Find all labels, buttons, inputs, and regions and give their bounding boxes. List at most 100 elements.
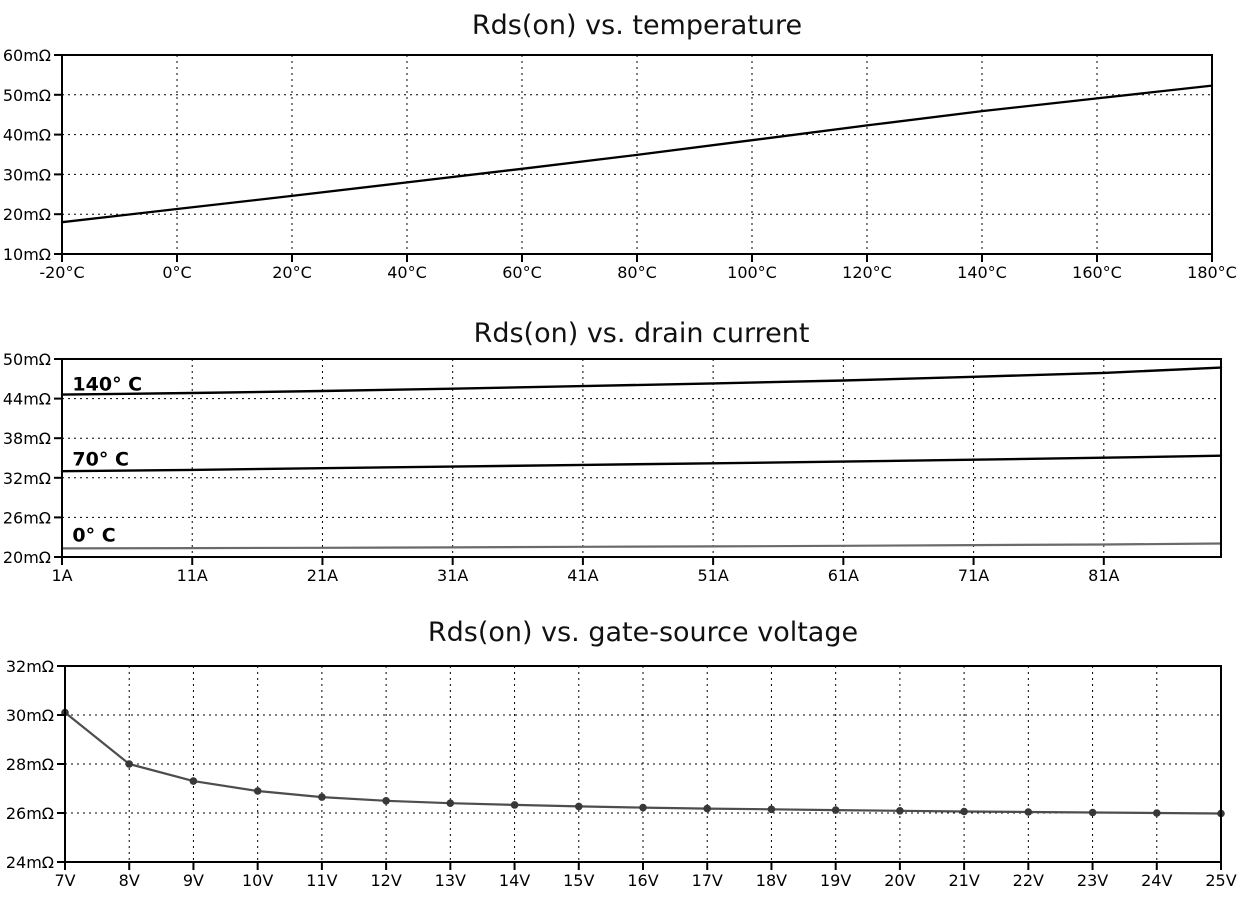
x-tick-label: 51A xyxy=(697,566,728,585)
series-0 xyxy=(61,708,1225,818)
series-70-c xyxy=(60,454,1223,473)
x-tick-label: 180°C xyxy=(1187,263,1237,282)
data-point-marker xyxy=(510,801,519,809)
y-tick-label: 10mΩ xyxy=(3,245,51,264)
x-axis-labels: 1A 11A 21A 31A 41A 51A 61A 71A 81A xyxy=(51,566,1119,585)
y-tick-label: 30mΩ xyxy=(6,706,54,725)
series-inline-label: 140° C xyxy=(72,373,142,395)
axis-ticks xyxy=(57,665,1222,870)
chart-canvas: 7V 8V 9V 10V 11V 12V 13V 14V 15V 16V 17V 18V 19V 20V 2… xyxy=(6,657,1237,890)
x-tick-label: 0°C xyxy=(162,263,191,282)
x-tick-label: 11A xyxy=(177,566,208,585)
y-axis-labels: 10mΩ 20mΩ 30mΩ 40mΩ 50mΩ 60mΩ xyxy=(3,46,51,264)
x-tick-label: 17V xyxy=(692,871,723,890)
data-point-marker xyxy=(382,797,390,805)
chart-title: Rds(on) vs. temperature xyxy=(471,10,803,41)
x-tick-label: 8V xyxy=(119,871,140,890)
x-tick-label: 11V xyxy=(306,871,337,890)
x-tick-label: 81A xyxy=(1088,566,1119,585)
y-tick-label: 50mΩ xyxy=(3,350,51,369)
y-tick-label: 50mΩ xyxy=(3,86,51,105)
x-tick-label: 10V xyxy=(242,871,273,890)
data-point-marker xyxy=(1024,808,1033,816)
series-140-c xyxy=(60,366,1223,396)
x-tick-label: 60°C xyxy=(502,263,542,282)
x-tick-label: 160°C xyxy=(1072,263,1122,282)
y-tick-label: 20mΩ xyxy=(3,548,51,567)
x-tick-label: 20V xyxy=(884,871,915,890)
x-tick-label: 14V xyxy=(499,871,530,890)
series-inline-label: 0° C xyxy=(72,525,115,547)
data-point-marker xyxy=(125,760,133,768)
series-line xyxy=(60,542,1223,550)
x-tick-label: 13V xyxy=(435,871,466,890)
data-point-marker xyxy=(575,802,583,811)
y-tick-label: 44mΩ xyxy=(3,390,51,409)
x-axis-labels: 7V 8V 9V 10V 11V 12V 13V 14V 15V 16V 17V 18V 19V 20V 2… xyxy=(54,871,1236,890)
x-tick-label: 120°C xyxy=(842,263,892,282)
data-point-marker xyxy=(639,803,647,812)
y-tick-label: 32mΩ xyxy=(3,469,51,488)
series-inline-label: 70° C xyxy=(72,449,128,471)
x-tick-label: 15V xyxy=(563,871,594,890)
y-axis-labels: 20mΩ 26mΩ 32mΩ 38mΩ 44mΩ 50mΩ xyxy=(3,350,51,567)
x-tick-label: 7V xyxy=(54,871,75,890)
x-tick-label: 31A xyxy=(437,566,468,585)
x-tick-label: 23V xyxy=(1077,871,1108,890)
x-tick-label: 80°C xyxy=(617,263,657,282)
data-point-marker xyxy=(189,777,198,785)
y-axis-labels: 24mΩ 26mΩ 28mΩ 30mΩ 32mΩ xyxy=(6,657,54,872)
y-tick-label: 38mΩ xyxy=(3,429,51,448)
series-line xyxy=(60,366,1223,396)
x-axis-labels: -20°C 0°C 20°C 40°C 60°C 80°C 100°C 120°C 140°C 1… xyxy=(39,263,1237,282)
x-tick-label: 25V xyxy=(1205,871,1236,890)
data-point-marker xyxy=(1153,809,1161,817)
x-tick-label: 18V xyxy=(756,871,787,890)
data-point-marker xyxy=(896,807,904,815)
series-line xyxy=(60,84,1214,224)
chart-canvas: 1A 11A 21A 31A 41A 51A 61A 71A 81A 20mΩ 26mΩ 32mΩ 38… xyxy=(3,350,1223,585)
y-tick-label: 30mΩ xyxy=(3,165,51,184)
data-point-marker xyxy=(767,805,776,814)
data-point-marker xyxy=(446,799,455,807)
x-tick-label: 24V xyxy=(1141,871,1172,890)
y-tick-label: 40mΩ xyxy=(3,126,51,145)
axis-ticks xyxy=(54,358,1105,565)
x-tick-label: 61A xyxy=(828,566,859,585)
x-tick-label: -20°C xyxy=(39,263,84,282)
y-tick-label: 26mΩ xyxy=(6,804,54,823)
x-tick-label: 1A xyxy=(51,566,72,585)
data-point-marker xyxy=(703,804,711,813)
x-tick-label: 20°C xyxy=(272,263,312,282)
y-tick-label: 60mΩ xyxy=(3,46,51,65)
y-tick-label: 28mΩ xyxy=(6,755,54,774)
plot-border xyxy=(61,358,1222,558)
x-tick-label: 71A xyxy=(958,566,989,585)
gridlines xyxy=(62,359,1221,557)
x-tick-label: 21A xyxy=(307,566,338,585)
x-tick-label: 9V xyxy=(183,871,204,890)
y-tick-label: 24mΩ xyxy=(6,853,54,872)
axis-ticks xyxy=(54,54,1213,262)
data-point-marker xyxy=(1088,808,1097,817)
x-tick-label: 19V xyxy=(820,871,851,890)
y-tick-label: 20mΩ xyxy=(3,205,51,224)
data-point-marker xyxy=(831,806,840,814)
x-tick-label: 100°C xyxy=(727,263,777,282)
x-tick-label: 41A xyxy=(567,566,598,585)
chart-canvas: -20°C 0°C 20°C 40°C 60°C 80°C 100°C 120°C 140°C 1… xyxy=(3,46,1237,282)
series-0-c xyxy=(60,542,1223,550)
x-tick-label: 12V xyxy=(370,871,401,890)
data-point-marker xyxy=(960,807,968,816)
gridlines xyxy=(65,666,1221,862)
x-tick-label: 22V xyxy=(1013,871,1044,890)
x-tick-label: 16V xyxy=(627,871,658,890)
series-0 xyxy=(60,84,1214,224)
x-tick-label: 40°C xyxy=(387,263,427,282)
x-tick-label: 21V xyxy=(948,871,979,890)
chart-title: Rds(on) vs. gate-source voltage xyxy=(427,617,859,648)
chart-title: Rds(on) vs. drain current xyxy=(473,318,810,349)
data-point-marker xyxy=(253,787,262,795)
data-point-marker xyxy=(318,793,326,801)
